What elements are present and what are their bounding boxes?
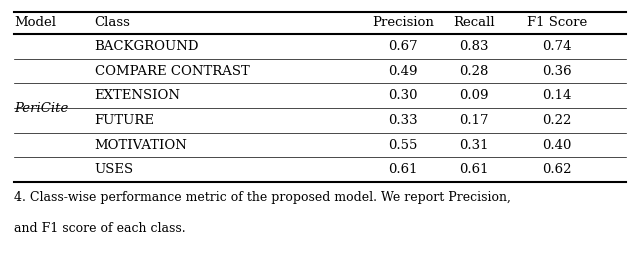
Text: and F1 score of each class.: and F1 score of each class.	[14, 222, 186, 235]
Text: USES: USES	[95, 163, 134, 176]
Text: F1 Score: F1 Score	[527, 16, 587, 30]
Text: 0.61: 0.61	[459, 163, 488, 176]
Text: Precision: Precision	[372, 16, 434, 30]
Text: 0.40: 0.40	[542, 139, 572, 152]
Text: 0.61: 0.61	[388, 163, 418, 176]
Text: Class: Class	[95, 16, 131, 30]
Text: Recall: Recall	[452, 16, 495, 30]
Text: 0.33: 0.33	[388, 114, 418, 127]
Text: 0.31: 0.31	[459, 139, 488, 152]
Text: 0.83: 0.83	[459, 40, 488, 53]
Text: 0.14: 0.14	[542, 89, 572, 102]
Text: BACKGROUND: BACKGROUND	[95, 40, 199, 53]
Text: 0.67: 0.67	[388, 40, 418, 53]
Text: 0.74: 0.74	[542, 40, 572, 53]
Text: 0.09: 0.09	[459, 89, 488, 102]
Text: EXTENSION: EXTENSION	[95, 89, 180, 102]
Text: 0.49: 0.49	[388, 65, 418, 78]
Text: 0.17: 0.17	[459, 114, 488, 127]
Text: 0.28: 0.28	[459, 65, 488, 78]
Text: 0.55: 0.55	[388, 139, 418, 152]
Text: 0.36: 0.36	[542, 65, 572, 78]
Text: MOTIVATION: MOTIVATION	[95, 139, 188, 152]
Text: 4. Class-wise performance metric of the proposed model. We report Precision,: 4. Class-wise performance metric of the …	[14, 191, 511, 204]
Text: Model: Model	[14, 16, 56, 30]
Text: PeriCite: PeriCite	[14, 102, 68, 115]
Text: COMPARE CONTRAST: COMPARE CONTRAST	[95, 65, 250, 78]
Text: 0.30: 0.30	[388, 89, 418, 102]
Text: 0.22: 0.22	[542, 114, 572, 127]
Text: FUTURE: FUTURE	[95, 114, 155, 127]
Text: 0.62: 0.62	[542, 163, 572, 176]
